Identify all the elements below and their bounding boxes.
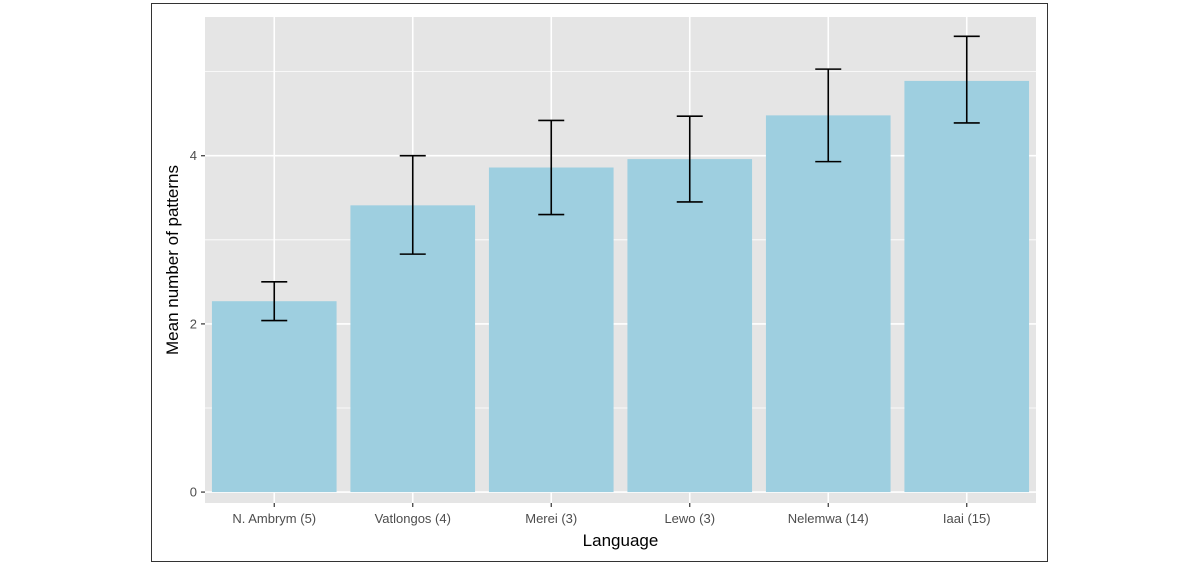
error-bar — [538, 119, 565, 216]
y-tick-label: 2 — [190, 316, 197, 331]
y-axis: 0 2 4 — [190, 148, 205, 500]
x-tick-label: Nelemwa (14) — [788, 511, 869, 526]
plot-panel — [205, 17, 1036, 503]
x-tick-label: Iaai (15) — [943, 511, 991, 526]
bar — [765, 115, 891, 493]
x-tick-label: Merei (3) — [525, 511, 577, 526]
y-tick-label: 4 — [190, 148, 197, 163]
y-tick-label: 0 — [190, 485, 197, 500]
figure-frame — [151, 3, 1048, 562]
error-bar — [953, 35, 980, 124]
bar — [904, 80, 1030, 493]
error-bar — [399, 154, 426, 255]
error-bar — [815, 68, 842, 163]
bar — [211, 301, 337, 493]
error-bar — [261, 281, 288, 322]
x-tick-label: Vatlongos (4) — [375, 511, 451, 526]
x-axis: N. Ambrym (5) Vatlongos (4) Merei (3) Lewo … — [232, 503, 991, 526]
bar — [488, 167, 614, 493]
y-axis-title: Mean number of patterns — [163, 165, 182, 355]
x-tick-label: Lewo (3) — [664, 511, 715, 526]
bar — [627, 159, 753, 493]
grid-minor — [205, 71, 1036, 409]
x-axis-title: Language — [583, 531, 659, 550]
x-tick-label: N. Ambrym (5) — [232, 511, 316, 526]
error-bar — [676, 115, 703, 203]
error-bars — [261, 35, 980, 322]
bars — [211, 80, 1030, 493]
